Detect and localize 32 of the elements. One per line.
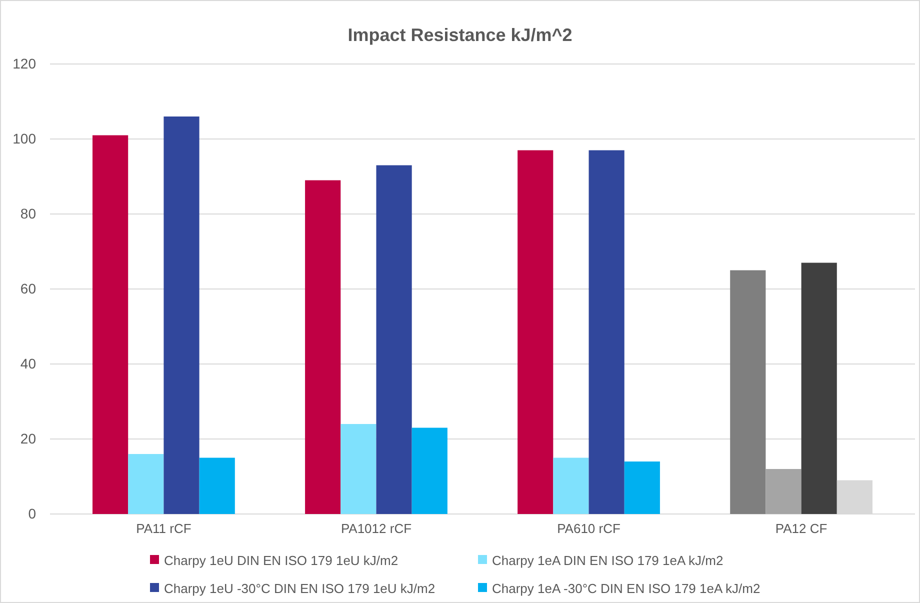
bar: [199, 458, 235, 514]
y-tick-label: 40: [20, 355, 36, 372]
y-tick-label: 120: [12, 55, 36, 72]
bar: [553, 458, 589, 514]
bar: [92, 135, 128, 514]
legend-label: Charpy 1eU -30°C DIN EN ISO 179 1eU kJ/m2: [164, 581, 436, 596]
bar: [412, 428, 448, 514]
y-tick-label: 80: [20, 205, 36, 222]
bar: [730, 270, 766, 514]
bar: [164, 116, 200, 514]
bar: [305, 180, 341, 514]
x-tick-label: PA11 rCF: [136, 521, 192, 536]
bar: [128, 454, 164, 514]
bar: [376, 165, 412, 514]
x-tick-label: PA610 rCF: [557, 521, 620, 536]
bar: [340, 424, 376, 514]
y-tick-label: 100: [12, 130, 36, 146]
chart-title: Impact Resistance kJ/m^2: [348, 25, 572, 45]
x-tick-label: PA12 CF: [775, 521, 828, 536]
bar: [518, 150, 554, 514]
legend-label: Charpy 1eA -30°C DIN EN ISO 179 1eA kJ/m2: [492, 581, 760, 596]
legend-label: Charpy 1eA DIN EN ISO 179 1eA kJ/m2: [492, 553, 724, 568]
bar: [801, 262, 837, 514]
legend-label: Charpy 1eU DIN EN ISO 179 1eU kJ/m2: [164, 553, 398, 568]
bar: [766, 469, 802, 514]
y-tick-label: 0: [28, 505, 36, 522]
y-tick-label: 20: [20, 430, 36, 446]
bar: [588, 150, 624, 514]
x-tick-label: PA1012 rCF: [340, 521, 412, 536]
bar: [836, 480, 872, 514]
bar: [624, 462, 660, 514]
y-tick-label: 60: [20, 280, 36, 296]
